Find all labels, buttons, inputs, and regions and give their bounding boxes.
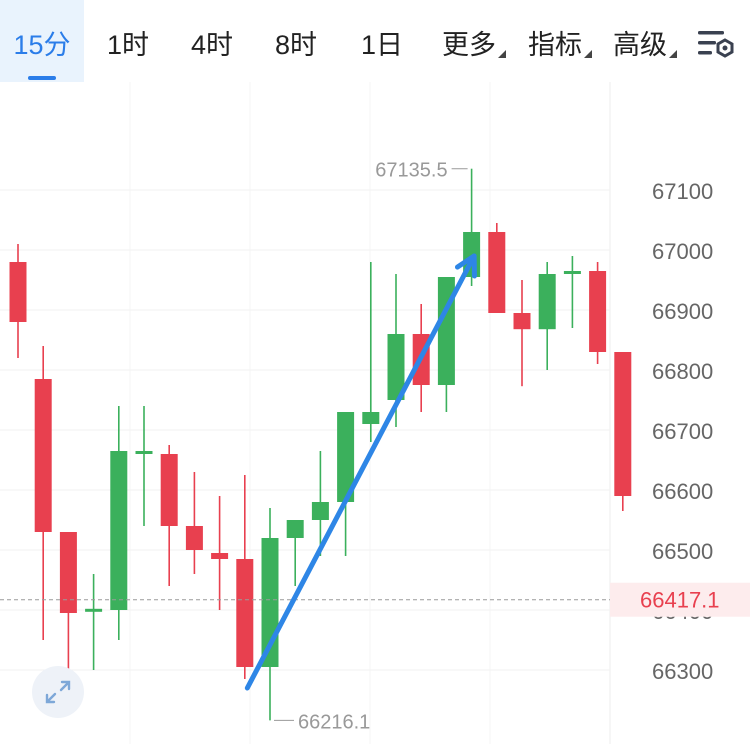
candle-body-8 bbox=[211, 553, 229, 559]
tab-label: 1日 bbox=[360, 30, 404, 60]
tab-5[interactable]: 更多 bbox=[426, 0, 512, 82]
tab-0[interactable]: 15分 bbox=[0, 0, 84, 82]
current-price-label-bg bbox=[610, 582, 750, 617]
candle-body-15 bbox=[387, 334, 405, 400]
candle-body-21 bbox=[538, 274, 556, 330]
candle-body-13 bbox=[337, 412, 355, 502]
candle-body-2 bbox=[59, 532, 77, 613]
trend-arrow-line bbox=[244, 253, 477, 691]
tab-label: 1时 bbox=[106, 30, 150, 60]
y-tick-label: 66700 bbox=[652, 419, 713, 444]
y-tick-label: 66800 bbox=[652, 359, 713, 384]
tab-3[interactable]: 8时 bbox=[256, 0, 336, 82]
current-price-label: 66417.1 bbox=[640, 588, 720, 613]
max-price-label: 67135.5 bbox=[375, 160, 447, 182]
candle-body-12 bbox=[311, 502, 329, 520]
trend-arrow-head bbox=[454, 253, 477, 279]
candle-body-4 bbox=[110, 451, 128, 610]
y-tick-label: 66600 bbox=[652, 479, 713, 504]
dropdown-caret-icon bbox=[584, 50, 592, 58]
candle-body-5 bbox=[135, 451, 153, 454]
active-tab-indicator bbox=[28, 76, 56, 80]
candle-body-19 bbox=[488, 232, 506, 313]
expand-icon bbox=[45, 680, 71, 704]
tab-label: 更多 bbox=[442, 30, 496, 60]
tab-2[interactable]: 4时 bbox=[172, 0, 252, 82]
candle-body-6 bbox=[160, 454, 178, 526]
tab-7[interactable]: 高级 bbox=[597, 0, 683, 82]
expand-chart-button[interactable] bbox=[32, 666, 84, 718]
tab-label: 8时 bbox=[274, 30, 318, 60]
y-tick-label: 66300 bbox=[652, 659, 713, 684]
candle-body-7 bbox=[185, 526, 203, 550]
dropdown-caret-icon bbox=[669, 50, 677, 58]
min-price-label: 66216.1 bbox=[298, 711, 370, 733]
tab-label: 指标 bbox=[528, 30, 582, 60]
candle-body-24 bbox=[614, 352, 632, 496]
tab-1[interactable]: 1时 bbox=[88, 0, 168, 82]
candle-body-3 bbox=[85, 608, 103, 612]
tab-label: 高级 bbox=[613, 30, 667, 60]
y-tick-label: 67100 bbox=[652, 179, 713, 204]
candle-body-9 bbox=[236, 559, 254, 667]
candle-body-20 bbox=[513, 313, 531, 330]
y-tick-label: 67000 bbox=[652, 239, 713, 264]
tab-label: 15分 bbox=[13, 30, 71, 60]
tab-6[interactable]: 指标 bbox=[512, 0, 598, 82]
timeframe-tabbar: 15分 1时 4时 8时 1日 更多 指标 高级 bbox=[0, 0, 750, 82]
candle-body-23 bbox=[589, 271, 607, 352]
candle-body-14 bbox=[362, 412, 380, 424]
candle-body-22 bbox=[563, 271, 581, 274]
candle-body-11 bbox=[286, 520, 304, 538]
candlestick-chart[interactable]: 6710067000669006680066700666006650066400… bbox=[0, 82, 750, 744]
chart-settings-icon[interactable] bbox=[696, 28, 736, 62]
candle-body-0 bbox=[9, 262, 27, 322]
candle-body-1 bbox=[34, 379, 52, 532]
y-tick-label: 66500 bbox=[652, 539, 713, 564]
y-tick-label: 66900 bbox=[652, 299, 713, 324]
tab-4[interactable]: 1日 bbox=[342, 0, 422, 82]
tab-label: 4时 bbox=[190, 30, 234, 60]
dropdown-caret-icon bbox=[498, 50, 506, 58]
